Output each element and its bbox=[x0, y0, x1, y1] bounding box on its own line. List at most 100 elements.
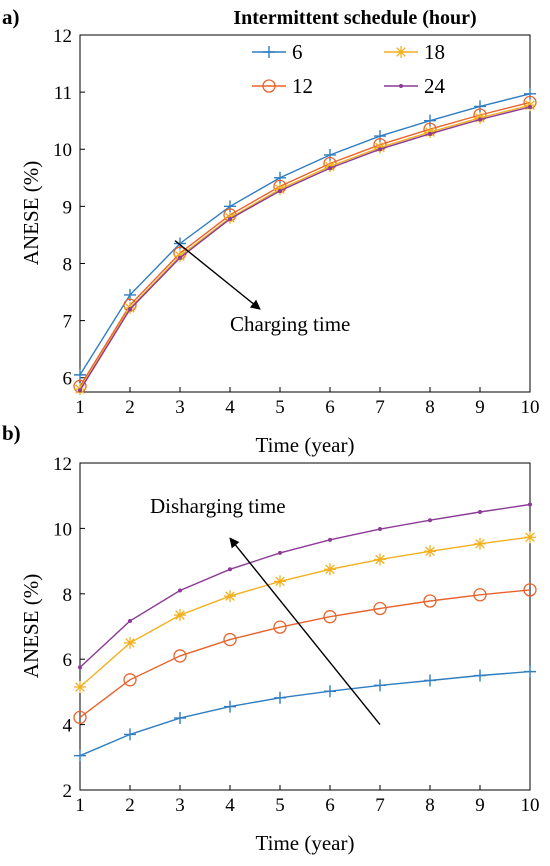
legend-item-18: 18 bbox=[384, 40, 445, 64]
panel-b-series-18 bbox=[74, 531, 536, 693]
panel-b-data-point bbox=[123, 673, 137, 687]
panel-a-series-6 bbox=[74, 87, 536, 381]
legend-item-24: 24 bbox=[384, 74, 446, 98]
panel-a-data-point bbox=[224, 200, 236, 213]
panel-a-annotation-text: Charging time bbox=[230, 312, 350, 336]
panel-b-x-tick-label: 8 bbox=[425, 795, 435, 816]
panel-b-y-tick-label: 4 bbox=[63, 716, 73, 737]
panel-b-data-point bbox=[124, 636, 136, 649]
panel-b-data-point bbox=[323, 610, 337, 624]
panel-a-x-axis-label: Time (year) bbox=[256, 433, 355, 457]
panel-b-data-point bbox=[74, 680, 86, 693]
legend-item-6: 6 bbox=[252, 40, 303, 64]
panel-b-x-tick-label: 7 bbox=[375, 795, 385, 816]
panel-a-y-tick-label: 12 bbox=[53, 26, 72, 47]
panel-b-data-point bbox=[228, 567, 232, 572]
panel-b-series-line-18 bbox=[79, 536, 531, 688]
legend-swatch-marker bbox=[395, 46, 407, 58]
panel-a-series-24 bbox=[78, 104, 532, 393]
panel-b-series-24 bbox=[78, 502, 532, 670]
panel-a-x-tick-label: 3 bbox=[175, 397, 185, 418]
panel-b-series-6 bbox=[74, 665, 536, 762]
panel-a-plot-area bbox=[79, 34, 531, 393]
panel-a-y-tick-label: 9 bbox=[63, 197, 73, 218]
panel-b-data-point bbox=[73, 710, 87, 725]
panel-b-series-12 bbox=[73, 583, 537, 725]
panel-b-series bbox=[73, 502, 537, 762]
panel-a-x-tick-label: 7 bbox=[375, 397, 385, 418]
panel-b-x-tick-label: 2 bbox=[125, 795, 135, 816]
panel-a-y-tick-label: 8 bbox=[63, 254, 73, 275]
panel-b-data-point bbox=[478, 510, 482, 515]
panel-a-data-point bbox=[178, 255, 182, 260]
panel-a-x-tick-label: 10 bbox=[521, 397, 540, 418]
panel-b-y-tick-label: 6 bbox=[63, 650, 73, 671]
panel-a-data-point bbox=[478, 117, 482, 122]
panel-a-series-line-12 bbox=[79, 101, 531, 387]
panel-b-annotation-text: Disharging time bbox=[150, 494, 286, 518]
panel-b-x-tick-label: 3 bbox=[175, 795, 185, 816]
panel-b-data-point bbox=[174, 609, 186, 622]
panel-b-y-tick-label: 8 bbox=[63, 585, 73, 606]
panel-b-data-point bbox=[274, 575, 286, 588]
panel-b-data-point bbox=[324, 563, 336, 576]
panel-a-data-point bbox=[228, 216, 232, 221]
panel-b-data-point bbox=[223, 632, 237, 647]
panel-b-data-point bbox=[224, 700, 236, 713]
panel-b-data-point bbox=[474, 669, 486, 682]
panel-a-data-point bbox=[528, 104, 532, 109]
panel-a-series-12 bbox=[73, 95, 537, 393]
panel-b-data-point bbox=[373, 601, 387, 616]
panel-b-label: b) bbox=[2, 421, 21, 445]
panel-b-data-point bbox=[224, 590, 236, 603]
panel-b-data-point bbox=[124, 728, 136, 741]
panel-a-data-point bbox=[474, 100, 486, 113]
panel-b-annotation-arrow bbox=[229, 537, 381, 726]
legend-title: Intermittent schedule (hour) bbox=[233, 7, 476, 29]
panel-a-series bbox=[73, 87, 537, 396]
panel-a-data-point bbox=[324, 148, 336, 161]
panel-a-x-tick-label: 6 bbox=[325, 397, 335, 418]
legend-label: 18 bbox=[424, 40, 445, 64]
legend-label: 24 bbox=[424, 74, 446, 98]
panel-b-data-point bbox=[273, 620, 287, 634]
legend-label: 6 bbox=[292, 40, 303, 64]
panel-a-x-tick-label: 9 bbox=[475, 397, 485, 418]
panel-b-data-point bbox=[274, 691, 286, 704]
panel-a-series-18 bbox=[74, 99, 536, 396]
panel-b-data-point bbox=[424, 545, 436, 558]
panel-a-y-axis-label: ANESE (%) bbox=[19, 161, 43, 265]
panel-b-data-point bbox=[78, 665, 82, 670]
panel-a-x-tick-label: 5 bbox=[275, 397, 285, 418]
panel-b-data-point bbox=[528, 502, 532, 507]
panel-b-data-point bbox=[524, 665, 536, 678]
panel-b-plot-area bbox=[79, 462, 531, 791]
panel-b-data-point bbox=[174, 712, 186, 725]
panel-b-data-point bbox=[424, 674, 436, 687]
panel-b-data-point bbox=[428, 518, 432, 523]
panel-a-series-line-24 bbox=[79, 106, 531, 391]
panel-a-x-tick-label: 2 bbox=[125, 397, 135, 418]
panel-a-data-point bbox=[78, 388, 82, 393]
panel-b-x-tick-label: 4 bbox=[225, 795, 235, 816]
panel-b-x-tick-label: 6 bbox=[325, 795, 335, 816]
panel-b-series-line-24 bbox=[79, 503, 531, 668]
panel-a-series-line-18 bbox=[79, 104, 531, 390]
panel-b-y-tick-label: 12 bbox=[53, 454, 72, 475]
panel-a-data-point bbox=[524, 87, 536, 100]
panel-b-data-point bbox=[324, 685, 336, 698]
panel-b-data-point bbox=[473, 588, 487, 602]
panel-b-data-point bbox=[378, 527, 382, 532]
panel-b-data-point bbox=[173, 649, 187, 663]
panel-a-data-point bbox=[378, 147, 382, 152]
panel-a-y-tick-label: 6 bbox=[63, 369, 73, 390]
panel-b-x-tick-label: 9 bbox=[475, 795, 485, 816]
panel-b-data-point bbox=[524, 531, 536, 544]
legend-swatch-marker bbox=[399, 84, 403, 88]
panel-a-x-tick-label: 8 bbox=[425, 397, 435, 418]
